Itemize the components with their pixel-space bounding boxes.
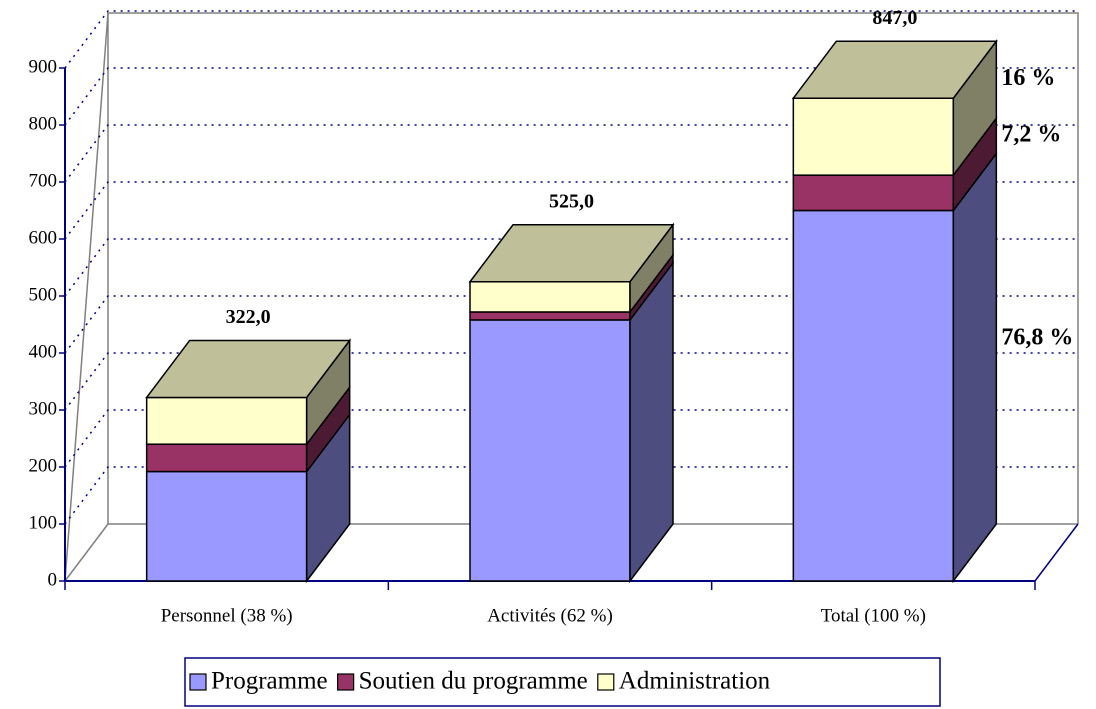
bar-top <box>468 224 675 283</box>
y-tick-label: 800 <box>29 113 58 134</box>
grid-line <box>64 181 1078 240</box>
y-tick-label: 400 <box>29 341 58 362</box>
legend-label: Programme <box>211 668 328 695</box>
y-tick-label: 0 <box>48 569 58 590</box>
grid-line <box>64 466 1078 525</box>
y-tick-label: 100 <box>29 512 58 533</box>
legend-label: Administration <box>619 668 771 695</box>
total-label: 525,0 <box>549 190 594 212</box>
grid-line <box>64 295 1078 354</box>
y-tick-label: 600 <box>29 227 58 248</box>
wall-edge <box>64 12 109 582</box>
bar-top <box>791 40 998 99</box>
bar-segment <box>469 319 631 582</box>
grid-line <box>64 124 1078 183</box>
bar-segment <box>145 470 308 582</box>
bar-side <box>952 151 998 584</box>
bar-segment <box>145 443 308 473</box>
y-tick-label: 700 <box>29 170 58 191</box>
total-label: 847,0 <box>872 7 917 29</box>
legend <box>184 657 941 707</box>
grid-line <box>64 67 1078 126</box>
y-tick-label: 500 <box>29 284 58 305</box>
annotation: 76,8 % <box>1001 324 1073 350</box>
legend-swatch <box>597 673 615 691</box>
annotation: 16 % <box>1001 65 1055 91</box>
floor-edge <box>1034 523 1079 582</box>
bar-segment <box>792 174 955 212</box>
annotation: 7,2 % <box>1001 121 1061 147</box>
grid-line <box>64 10 1078 69</box>
total-label: 322,0 <box>226 306 271 328</box>
bar-top <box>145 339 352 399</box>
legend-swatch <box>189 673 207 691</box>
bar-segment <box>792 209 955 582</box>
x-tick-label: Personnel (38 %) <box>161 605 293 626</box>
x-tick-label: Total (100 %) <box>821 605 926 626</box>
legend-label: Soutien du programme <box>359 668 588 695</box>
y-tick-label: 200 <box>29 455 58 476</box>
floor-edge <box>64 523 109 582</box>
bar-segment <box>792 97 955 176</box>
x-tick-label: Activités (62 %) <box>487 605 613 626</box>
grid-line <box>64 352 1078 411</box>
y-tick-label: 300 <box>29 398 58 419</box>
legend-swatch <box>337 673 355 691</box>
grid-line <box>64 409 1078 468</box>
bar-segment <box>145 396 308 445</box>
back-wall <box>107 12 1079 524</box>
y-tick-label: 900 <box>29 56 58 77</box>
grid-line <box>64 238 1078 297</box>
bar-segment <box>469 281 631 313</box>
bar-segment <box>469 311 631 321</box>
